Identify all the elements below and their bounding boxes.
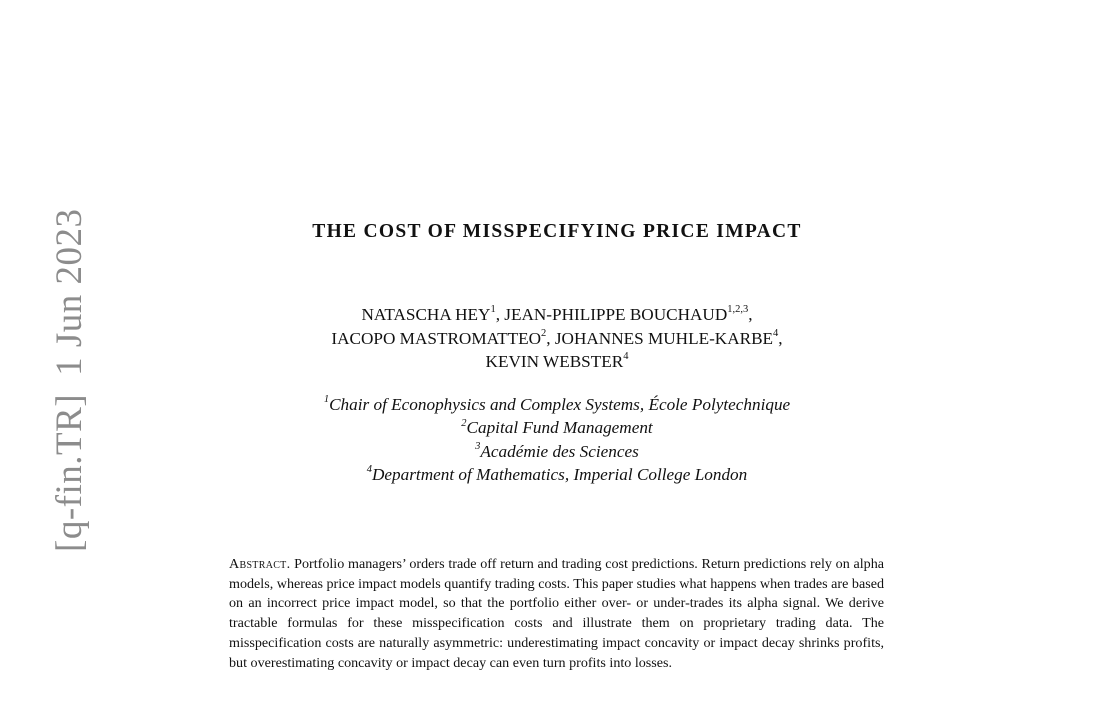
author-affiliation-mark: 2 xyxy=(541,327,547,339)
author-affiliation-mark: 4 xyxy=(623,351,629,363)
affiliation-line: 3Académie des Sciences xyxy=(0,440,1114,463)
author-name: KEVIN WEBSTER xyxy=(485,352,624,371)
author-line-3: KEVIN WEBSTER4 xyxy=(0,350,1114,374)
affiliation-mark: 2 xyxy=(461,417,467,429)
author-affiliation-mark: 4 xyxy=(773,327,779,339)
affiliation-mark: 3 xyxy=(475,440,481,452)
author-affiliation-mark: 1,2,3 xyxy=(727,304,749,316)
author-separator: , xyxy=(546,328,555,348)
author-separator: , xyxy=(778,328,783,348)
arxiv-identifier-stamp: [q-fin.TR]1 Jun 2023 xyxy=(48,208,91,552)
abstract-body: Portfolio managers’ orders trade off ret… xyxy=(229,556,884,671)
affiliation-line: 4Department of Mathematics, Imperial Col… xyxy=(0,463,1114,486)
affiliation-mark: 1 xyxy=(323,394,330,406)
affiliation-list: 1Chair of Econophysics and Complex Syste… xyxy=(0,393,1114,486)
author-separator: , xyxy=(495,305,505,324)
paper-title: THE COST OF MISSPECIFYING PRICE IMPACT xyxy=(312,221,802,242)
affiliation-mark: 4 xyxy=(366,464,373,476)
affiliation-line: 1Chair of Econophysics and Complex Syste… xyxy=(0,393,1114,416)
author-line-2: IACOPO MASTROMATTEO2, JOHANNES MUHLE-KAR… xyxy=(0,327,1114,351)
author-separator: , xyxy=(748,305,753,324)
author-affiliation-mark: 1 xyxy=(490,304,496,316)
affiliation-text: Department of Mathematics, Imperial Coll… xyxy=(372,464,748,484)
author-name: IACOPO MASTROMATTEO xyxy=(331,328,542,348)
abstract: Abstract. Portfolio managers’ orders tra… xyxy=(229,555,884,673)
author-line-1: NATASCHA HEY1, JEAN-PHILIPPE BOUCHAUD1,2… xyxy=(0,303,1114,327)
author-name: NATASCHA HEY xyxy=(361,305,491,324)
affiliation-text: Académie des Sciences xyxy=(480,441,639,461)
author-name: JOHANNES MUHLE-KARBE xyxy=(554,328,774,348)
author-list: NATASCHA HEY1, JEAN-PHILIPPE BOUCHAUD1,2… xyxy=(0,303,1114,374)
abstract-heading: Abstract. xyxy=(229,556,291,572)
author-name: JEAN-PHILIPPE BOUCHAUD xyxy=(504,305,728,324)
affiliation-text: Chair of Econophysics and Complex System… xyxy=(329,395,791,414)
affiliation-line: 2Capital Fund Management xyxy=(0,416,1114,439)
affiliation-text: Capital Fund Management xyxy=(466,418,653,438)
